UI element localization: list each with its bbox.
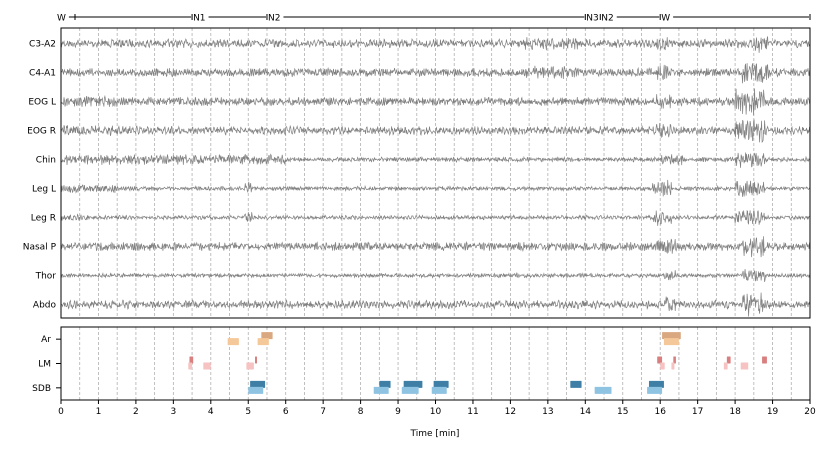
event-marker [379, 380, 391, 388]
signal-trace [60, 292, 811, 317]
x-axis: 0 1 2 3 4 5 6 7 8 9 10 11 12 13 14 15 16 17 18 19 20 [58, 400, 816, 417]
event-marker [261, 332, 273, 340]
x-tick-label: 10 [430, 407, 442, 417]
channel-label: Leg R [31, 214, 56, 224]
event-marker [254, 356, 257, 364]
channel-label: C4-A1 [29, 69, 56, 79]
event-marker [188, 362, 193, 370]
event-marker [726, 356, 731, 364]
stage-label: N1 [193, 14, 205, 24]
event-marker [250, 380, 266, 388]
x-tick-label: 14 [580, 407, 592, 417]
stage-label: N2 [601, 14, 613, 24]
event-marker [257, 338, 269, 346]
x-tick-label: 5 [245, 407, 251, 417]
x-tick-label: 18 [729, 407, 741, 417]
event-marker [403, 380, 423, 388]
x-tick-label: 4 [208, 407, 214, 417]
signal-trace [60, 119, 811, 143]
signal-trace [60, 88, 811, 116]
x-tick-label: 2 [133, 407, 139, 417]
channel-label: Chin [36, 156, 56, 166]
event-marker [227, 338, 239, 346]
event-marker [648, 380, 664, 388]
event-marker [657, 356, 663, 364]
event-row-labels: Ar LM SDB [32, 335, 61, 394]
stage-label: N3 [586, 14, 598, 24]
event-marker [723, 362, 728, 370]
x-tick-label: 12 [505, 407, 516, 417]
event-marker [663, 338, 679, 346]
event-marker [203, 362, 211, 370]
event-marker [373, 386, 389, 394]
event-marker [433, 380, 449, 388]
event-marker [246, 362, 254, 370]
signal-traces [60, 36, 811, 317]
channel-label: Nasal P [23, 243, 57, 253]
event-marker [248, 386, 264, 394]
event-marker [594, 386, 612, 394]
x-tick-label: 19 [767, 407, 779, 417]
event-row-label: LM [38, 360, 51, 370]
channel-labels: C3-A2 C4-A1 EOG L EOG R Chin Leg L Leg R Nasal … [23, 40, 57, 311]
event-marker [431, 386, 447, 394]
event-marker [762, 356, 767, 364]
event-marker [401, 386, 419, 394]
x-tick-label: 16 [654, 407, 666, 417]
x-tick-label: 8 [358, 407, 364, 417]
channel-label: EOG L [28, 98, 56, 108]
stage-label: W [661, 14, 670, 24]
event-marker [671, 362, 675, 370]
x-tick-label: 15 [617, 407, 628, 417]
x-tick-label: 6 [283, 407, 289, 417]
stage-label: N2 [268, 14, 280, 24]
x-tick-label: 0 [58, 407, 64, 417]
signal-trace [60, 209, 811, 226]
signal-trace [60, 63, 811, 84]
event-marker [673, 356, 676, 364]
event-marker [189, 356, 194, 364]
x-axis-label: Time [min] [410, 429, 460, 439]
event-marker [570, 380, 582, 388]
event-markers [188, 332, 767, 394]
x-tick-label: 3 [170, 407, 176, 417]
signal-trace [60, 269, 811, 282]
x-tick-label: 13 [542, 407, 553, 417]
stage-label: W [57, 14, 66, 24]
event-marker [647, 386, 663, 394]
channel-label: EOG R [27, 127, 56, 137]
signal-panel-grid [79, 28, 792, 318]
signal-trace [60, 152, 811, 168]
channel-label: Leg L [32, 185, 56, 195]
x-tick-label: 1 [96, 407, 102, 417]
x-tick-label: 9 [395, 407, 401, 417]
event-row-label: SDB [32, 384, 51, 394]
channel-label: C3-A2 [29, 40, 56, 50]
hypnogram-bar: W N1 N2 N3 N2 W [57, 14, 811, 24]
signal-trace [60, 36, 811, 53]
x-tick-label: 11 [467, 407, 478, 417]
x-tick-label: 20 [804, 407, 816, 417]
event-marker [662, 332, 681, 340]
signal-trace [60, 236, 811, 258]
signal-trace [60, 179, 811, 197]
channel-label: Abdo [33, 301, 57, 311]
event-marker [660, 362, 665, 370]
event-row-label: Ar [41, 335, 51, 345]
x-tick-label: 7 [320, 407, 326, 417]
channel-label: Thor [35, 272, 57, 282]
x-tick-label: 17 [692, 407, 703, 417]
signal-panel-frame [60, 27, 811, 319]
event-marker [740, 362, 749, 370]
